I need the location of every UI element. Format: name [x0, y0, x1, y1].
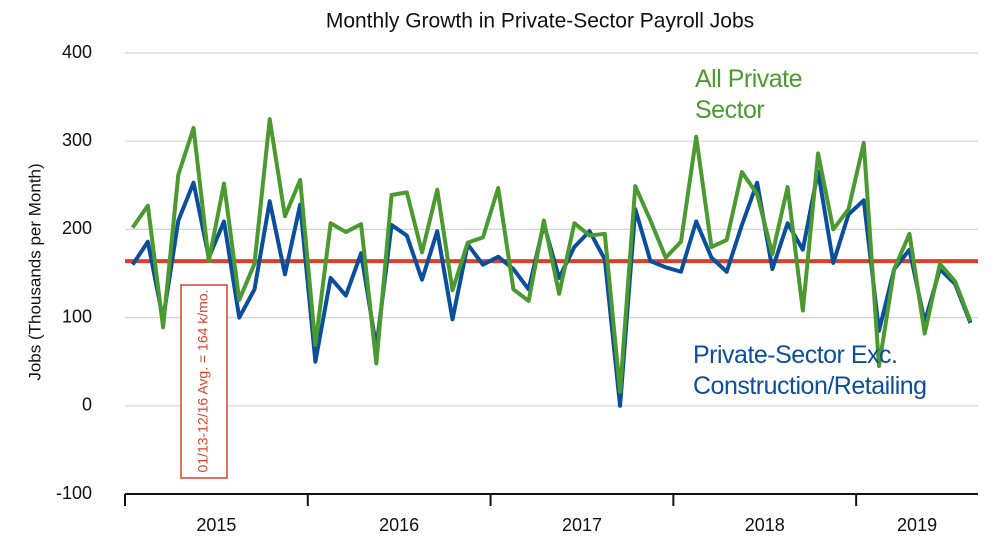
y-tick-label: 200: [62, 218, 92, 238]
y-tick-label: 0: [82, 395, 92, 415]
series-line: [130, 117, 973, 394]
x-tick-label: 2016: [379, 515, 419, 535]
legend-label: All Private Sector: [695, 65, 803, 124]
y-axis-label: Jobs (Thousands per Month): [25, 163, 44, 380]
x-tick-label: 2018: [745, 515, 785, 535]
y-tick-label: 100: [62, 306, 92, 326]
y-tick-label: -100: [56, 483, 92, 503]
legend-label: Private-Sector Exc. Construction/Retaili…: [693, 341, 927, 400]
chart-title: Monthly Growth in Private-Sector Payroll…: [326, 10, 754, 33]
x-tick-label: 2017: [562, 515, 602, 535]
y-tick-label: 300: [62, 130, 92, 150]
annotation-box: [180, 284, 228, 479]
x-tick-label: 2019: [897, 515, 937, 535]
x-tick-label: 2015: [196, 515, 236, 535]
y-tick-label: 400: [62, 42, 92, 62]
annotation-label: 01/13-12/16 Avg. = 164 k/mo.: [195, 289, 211, 472]
